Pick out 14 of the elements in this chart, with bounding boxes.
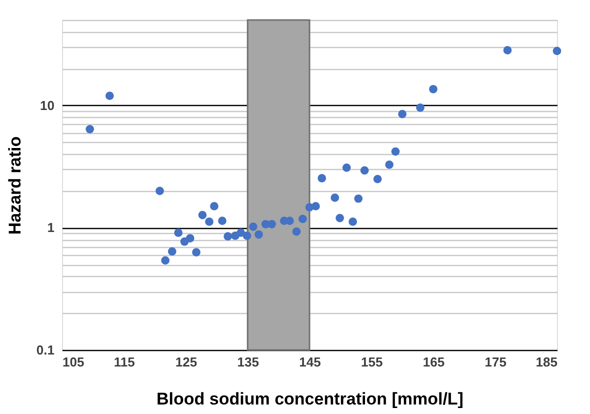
y-tick-label: 1: [47, 220, 54, 236]
x-tick-label: 115: [114, 354, 135, 370]
x-tick-label: 175: [484, 354, 506, 370]
y-tick-label: 10: [40, 98, 54, 113]
x-axis-title: Blood sodium concentration [mmol/L]: [156, 390, 464, 408]
x-tick-label: 165: [422, 354, 445, 370]
y-axis-title: Hazard ratio: [5, 136, 24, 235]
x-tick-label: 125: [175, 354, 198, 370]
y-tick-label: 0.1: [36, 342, 54, 358]
x-tick-label: 145: [299, 354, 321, 370]
x-tick-label: 155: [361, 354, 383, 370]
x-tick-label: 135: [237, 354, 259, 370]
x-tick-label: 105: [62, 354, 84, 370]
x-tick-label: 185: [536, 354, 558, 370]
